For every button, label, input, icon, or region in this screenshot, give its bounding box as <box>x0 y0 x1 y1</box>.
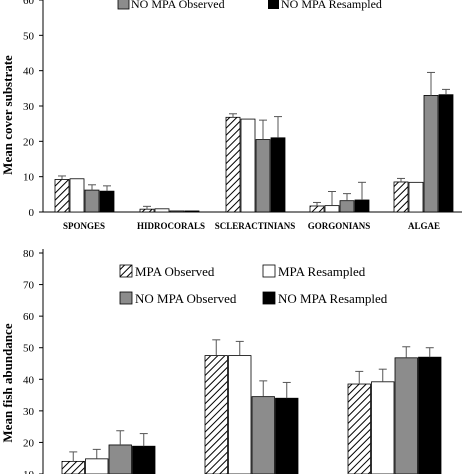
bar-no-mpa-observed <box>251 396 275 474</box>
y-tick-label: 10 <box>23 469 35 474</box>
bar-mpa-resampled <box>371 381 395 474</box>
y-tick-label: 20 <box>23 437 35 449</box>
legend-swatch-no-mpa-resampled <box>268 0 279 9</box>
bar-mpa-resampled <box>69 178 85 213</box>
bar-mpa-resampled <box>228 355 252 474</box>
y-tick-label: 50 <box>23 343 35 355</box>
substrate-chart: Mean cover substrate 0 10 20 30 40 50 60 SPONG… <box>0 0 462 231</box>
category-label-hidrocorals: HIDROCORALS <box>137 221 205 231</box>
bar-mpa-resampled <box>324 205 340 213</box>
y-tick-label: 60 <box>23 311 35 323</box>
y-tick-label: 40 <box>23 66 35 78</box>
fish-chart: Mean fish abundance 10 20 30 40 50 60 70 80 MPA… <box>0 248 442 474</box>
bar-mpa-resampled <box>154 208 170 213</box>
y-tick-label: 80 <box>23 248 35 260</box>
bar-mpa-observed <box>393 181 409 213</box>
bar-no-mpa-resampled <box>438 94 454 213</box>
bar-mpa-observed <box>309 205 325 213</box>
legend-label-no-mpa-observed: NO MPA Observed <box>135 291 237 306</box>
bar-no-mpa-observed <box>169 210 185 213</box>
legend-label-mpa-observed: MPA Observed <box>135 264 215 279</box>
bar-no-mpa-resampled <box>270 137 286 213</box>
category-label-scleractinians: SCLERACTINIANS <box>215 221 296 231</box>
bar-no-mpa-resampled <box>132 445 156 474</box>
bar-mpa-observed <box>225 116 241 213</box>
legend-label-mpa-resampled: MPA Resampled <box>278 264 366 279</box>
bar-no-mpa-observed <box>108 444 132 474</box>
legend-swatch-no-mpa-resampled <box>262 291 276 305</box>
substrate-y-axis-label: Mean cover substrate <box>0 55 15 175</box>
legend-swatch-no-mpa-observed <box>119 291 133 305</box>
bar-mpa-observed <box>139 208 155 213</box>
bar-no-mpa-resampled <box>184 210 200 213</box>
bar-no-mpa-observed <box>84 189 100 213</box>
bar-no-mpa-observed <box>423 95 439 213</box>
y-tick-label: 20 <box>23 136 35 148</box>
bar-mpa-observed <box>61 460 85 474</box>
bar-mpa-resampled <box>240 118 256 213</box>
bar-mpa-observed <box>347 383 371 474</box>
y-tick-label: 50 <box>23 30 35 42</box>
category-label-sponges: SPONGES <box>63 221 105 231</box>
fish-legend: MPA Observed MPA Resampled NO MPA Observed… <box>119 264 388 306</box>
fish-y-axis-label: Mean fish abundance <box>0 323 15 442</box>
bar-mpa-resampled <box>408 181 424 213</box>
y-tick-label: 30 <box>23 101 35 113</box>
legend-swatch-no-mpa-observed <box>117 0 130 10</box>
legend-label-no-mpa-resampled: NO MPA Resampled <box>278 291 388 306</box>
bar-no-mpa-resampled <box>275 397 299 474</box>
bar-no-mpa-resampled <box>354 199 370 213</box>
bar-mpa-observed <box>204 355 228 474</box>
legend-swatch-mpa-resampled <box>262 264 276 278</box>
bar-no-mpa-observed <box>255 139 271 213</box>
legend-label-no-mpa-observed: NO MPA Observed <box>131 0 225 11</box>
y-tick-label: 10 <box>23 172 35 184</box>
category-label-algae: ALGAE <box>408 221 440 231</box>
bar-mpa-resampled <box>85 458 109 474</box>
bar-no-mpa-resampled <box>99 190 115 213</box>
y-tick-label: 0 <box>29 207 35 219</box>
bar-mpa-observed <box>54 179 70 213</box>
bar-no-mpa-observed <box>339 200 355 213</box>
y-tick-label: 60 <box>23 0 35 7</box>
y-tick-label: 70 <box>23 280 35 292</box>
legend-swatch-mpa-observed <box>119 264 133 278</box>
bar-no-mpa-observed <box>394 357 418 474</box>
y-tick-label: 30 <box>23 406 35 418</box>
bar-no-mpa-resampled <box>418 356 442 474</box>
substrate-legend: NO MPA Observed NO MPA Resampled <box>117 0 382 11</box>
legend-label-no-mpa-resampled: NO MPA Resampled <box>281 0 382 11</box>
category-label-gorgonians: GORGONIANS <box>308 221 371 231</box>
y-tick-label: 40 <box>23 374 35 386</box>
